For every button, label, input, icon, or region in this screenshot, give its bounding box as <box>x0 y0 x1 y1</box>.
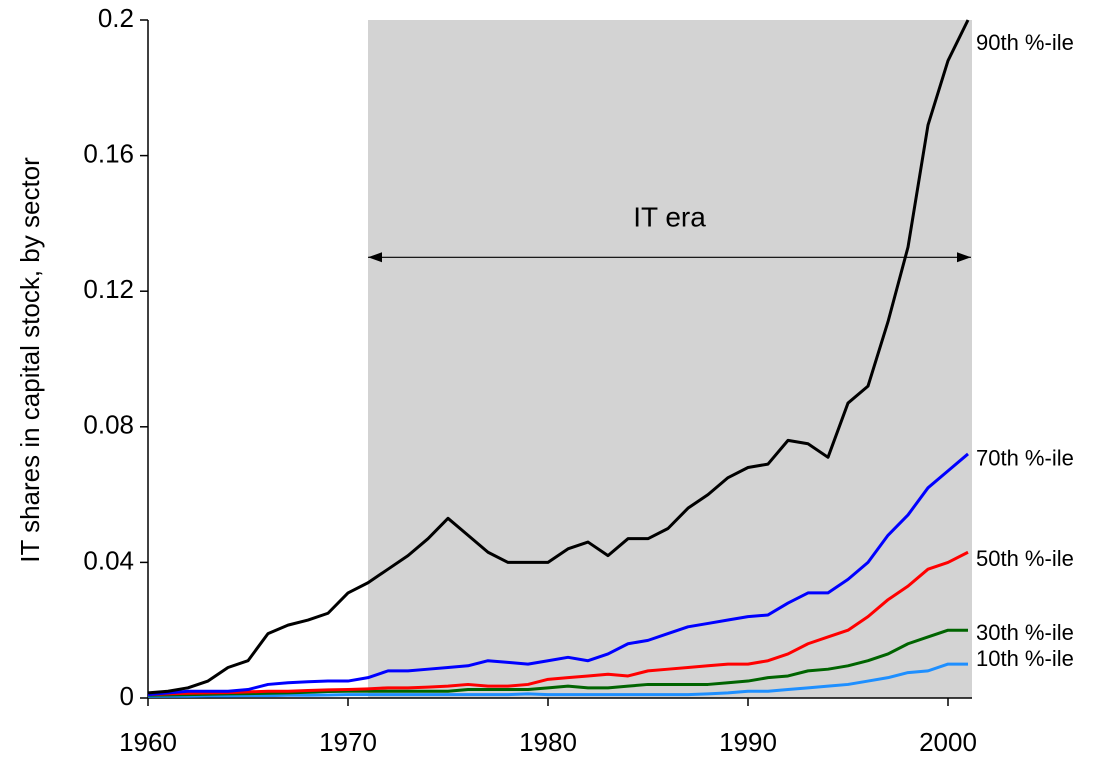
series-line <box>147 452 969 697</box>
series-label: 10th %-ile <box>976 646 1074 671</box>
era-shade <box>368 20 972 698</box>
series-line <box>147 19 970 695</box>
series-label: 50th %-ile <box>976 546 1074 571</box>
series-line <box>147 550 969 697</box>
x-tick-label: 2000 <box>919 727 977 757</box>
x-tick-label: 1980 <box>519 727 577 757</box>
series-label: 70th %-ile <box>976 446 1074 471</box>
y-axis-label: IT shares in capital stock, by sector <box>15 157 45 563</box>
series-label: 30th %-ile <box>976 620 1074 645</box>
arrow-head <box>957 252 971 263</box>
x-tick-label: 1970 <box>319 727 377 757</box>
series-label: 90th %-ile <box>976 30 1074 55</box>
x-tick-label: 1990 <box>719 727 777 757</box>
y-tick-label: 0.2 <box>98 3 134 33</box>
arrow-head <box>368 252 382 263</box>
y-tick-label: 0.04 <box>83 545 134 575</box>
y-tick-label: 0.16 <box>83 138 134 168</box>
y-tick-label: 0.08 <box>83 410 134 440</box>
series-line <box>147 628 968 697</box>
era-label: IT era <box>633 202 706 233</box>
series-line <box>148 662 968 698</box>
y-tick-label: 0 <box>120 681 134 711</box>
x-tick-label: 1960 <box>119 727 177 757</box>
y-tick-label: 0.12 <box>83 274 134 304</box>
